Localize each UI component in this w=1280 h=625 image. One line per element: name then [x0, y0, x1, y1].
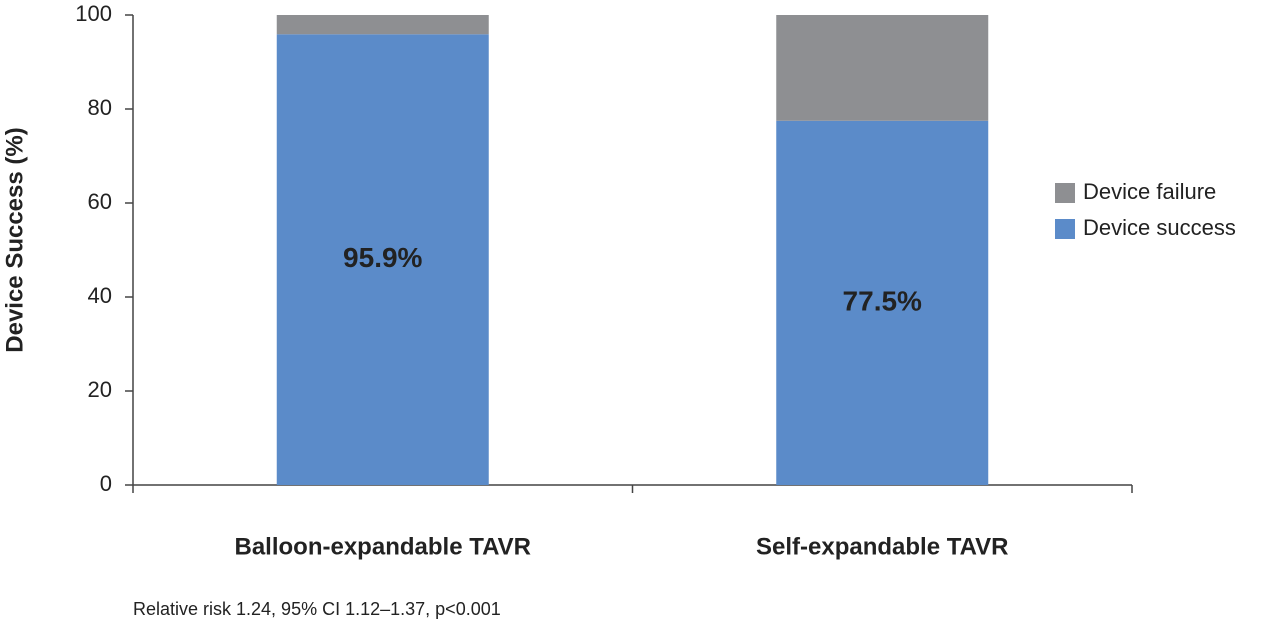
legend-label: Device failure [1083, 179, 1216, 204]
x-tick-label: Self-expandable TAVR [756, 533, 1009, 560]
legend-swatch [1055, 219, 1075, 239]
data-label: 95.9% [343, 242, 422, 273]
bar-segment [776, 120, 989, 485]
bar-segment [776, 15, 989, 121]
bar-segment [276, 34, 489, 486]
y-tick-label: 100 [75, 1, 112, 26]
data-label: 77.5% [843, 285, 922, 316]
legend-label: Device success [1083, 215, 1236, 240]
bar-segment [276, 15, 489, 35]
x-tick-label: Balloon-expandable TAVR [235, 533, 531, 560]
y-tick-label: 80 [88, 95, 112, 120]
annotation: Relative risk 1.24, 95% CI 1.12–1.37, p<… [133, 599, 501, 619]
y-tick-label: 20 [88, 377, 112, 402]
y-tick-label: 40 [88, 283, 112, 308]
y-tick-label: 0 [100, 471, 112, 496]
y-axis-label: Device Success (%) [1, 127, 28, 352]
y-tick-label: 60 [88, 189, 112, 214]
legend-swatch [1055, 183, 1075, 203]
